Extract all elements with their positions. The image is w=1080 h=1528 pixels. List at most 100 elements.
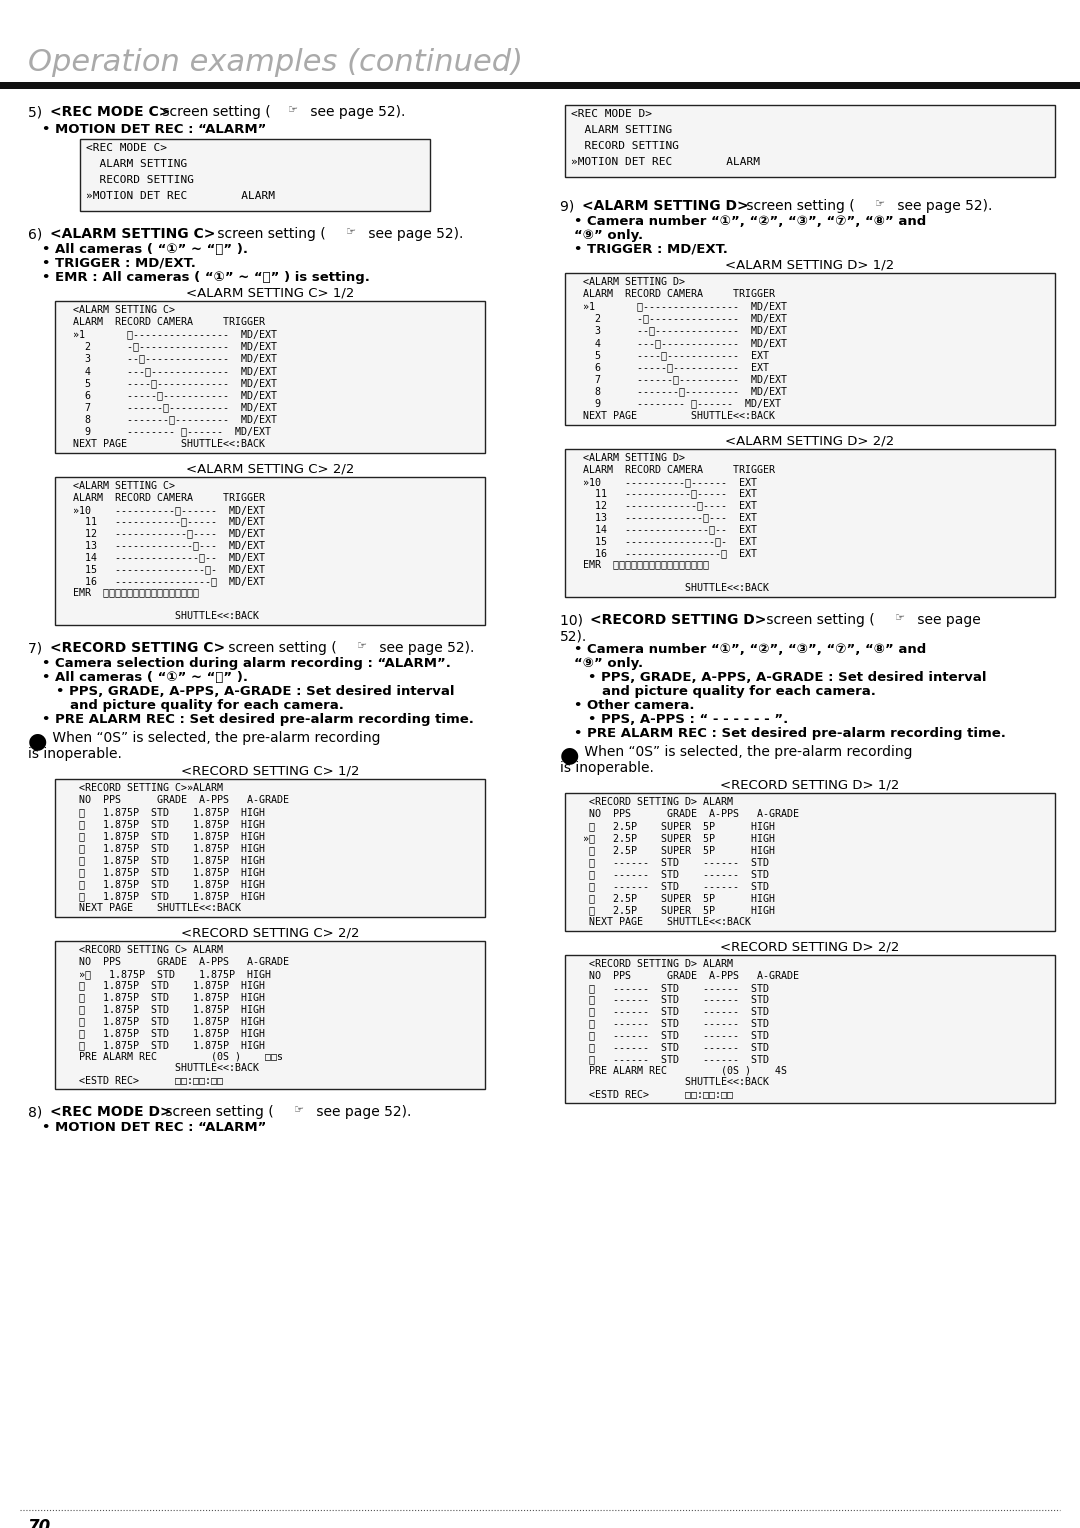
Text: • PRE ALARM REC : Set desired pre-alarm recording time.: • PRE ALARM REC : Set desired pre-alarm … [573, 727, 1005, 740]
Text: ⑧   1.875P  STD    1.875P  HIGH: ⑧ 1.875P STD 1.875P HIGH [60, 891, 265, 902]
Text: <ALARM SETTING C> 2/2: <ALARM SETTING C> 2/2 [186, 463, 354, 477]
Text: <RECORD SETTING C> 2/2: <RECORD SETTING C> 2/2 [180, 927, 360, 940]
Text: 4      ---④-------------  MD/EXT: 4 ---④------------- MD/EXT [60, 365, 276, 376]
Text: 7      ------⑦----------  MD/EXT: 7 ------⑦---------- MD/EXT [60, 402, 276, 413]
Text: SHUTTLE<<:BACK: SHUTTLE<<:BACK [60, 611, 259, 622]
Text: NEXT PAGE         SHUTTLE<<:BACK: NEXT PAGE SHUTTLE<<:BACK [571, 411, 775, 420]
Text: ☞: ☞ [346, 228, 356, 237]
Text: NEXT PAGE    SHUTTLE<<:BACK: NEXT PAGE SHUTTLE<<:BACK [571, 917, 751, 927]
Text: and picture quality for each camera.: and picture quality for each camera. [602, 685, 876, 698]
Text: ⑭   1.875P  STD    1.875P  HIGH: ⑭ 1.875P STD 1.875P HIGH [60, 1028, 265, 1038]
Text: RECORD SETTING: RECORD SETTING [571, 141, 679, 151]
Bar [55, 301, 485, 452]
Text: <ALARM SETTING D>: <ALARM SETTING D> [582, 199, 748, 212]
Text: ALARM SETTING: ALARM SETTING [571, 125, 672, 134]
Text: 52).: 52). [561, 630, 588, 643]
Text: 6): 6) [28, 228, 46, 241]
Text: <RECORD SETTING C> ALARM: <RECORD SETTING C> ALARM [60, 944, 222, 955]
Text: <REC MODE D>: <REC MODE D> [50, 1105, 172, 1118]
Text: 4      ---④-------------  MD/EXT: 4 ---④------------- MD/EXT [571, 338, 787, 348]
Text: 7): 7) [28, 642, 46, 656]
Text: • All cameras ( “①” ~ “⑯” ).: • All cameras ( “①” ~ “⑯” ). [42, 671, 248, 685]
Text: “⑨” only.: “⑨” only. [573, 229, 643, 241]
Text: ⑮   1.875P  STD    1.875P  HIGH: ⑮ 1.875P STD 1.875P HIGH [60, 1039, 265, 1050]
Text: • EMR : All cameras ( “①” ~ “⑯” ) is setting.: • EMR : All cameras ( “①” ~ “⑯” ) is set… [42, 270, 369, 284]
Text: ALARM  RECORD CAMERA     TRIGGER: ALARM RECORD CAMERA TRIGGER [60, 318, 265, 327]
Text: is inoperable.: is inoperable. [28, 747, 122, 761]
Text: ⑨   ------  STD    ------  STD: ⑨ ------ STD ------ STD [571, 995, 769, 1004]
Text: screen setting (: screen setting ( [762, 613, 879, 626]
Text: • TRIGGER : MD/EXT.: • TRIGGER : MD/EXT. [42, 257, 195, 270]
Text: 5      ----⑤------------  MD/EXT: 5 ----⑤------------ MD/EXT [60, 377, 276, 388]
Text: ⑥   1.875P  STD    1.875P  HIGH: ⑥ 1.875P STD 1.875P HIGH [60, 866, 265, 877]
Text: see page 52).: see page 52). [312, 1105, 411, 1118]
Text: screen setting (: screen setting ( [158, 105, 275, 119]
Text: <ALARM SETTING C>: <ALARM SETTING C> [60, 306, 175, 315]
Text: see page 52).: see page 52). [364, 228, 463, 241]
Text: 70: 70 [28, 1517, 51, 1528]
Text: • TRIGGER : MD/EXT.: • TRIGGER : MD/EXT. [573, 243, 728, 257]
Text: ☞: ☞ [357, 642, 367, 651]
Text: ④   ------  STD    ------  STD: ④ ------ STD ------ STD [571, 857, 769, 866]
Text: <RECORD SETTING C>»ALARM: <RECORD SETTING C>»ALARM [60, 782, 222, 793]
Bar [565, 793, 1055, 931]
Text: »10    ----------⑩------  MD/EXT: »10 ----------⑩------ MD/EXT [60, 504, 265, 515]
Bar [0, 83, 1080, 89]
Text: see page 52).: see page 52). [893, 199, 993, 212]
Text: When “0S” is selected, the pre-alarm recording: When “0S” is selected, the pre-alarm rec… [580, 746, 913, 759]
Text: ⑮   ------  STD    ------  STD: ⑮ ------ STD ------ STD [571, 1054, 769, 1063]
Text: • Other camera.: • Other camera. [573, 698, 694, 712]
Text: »1       ①----------------  MD/EXT: »1 ①---------------- MD/EXT [571, 301, 787, 312]
Text: 14   --------------⑭--  MD/EXT: 14 --------------⑭-- MD/EXT [60, 552, 265, 562]
Text: 8      -------⑧---------  MD/EXT: 8 -------⑧--------- MD/EXT [571, 387, 787, 396]
Bar [565, 955, 1055, 1103]
Text: »10    ----------⑩------  EXT: »10 ----------⑩------ EXT [571, 477, 757, 487]
Text: “⑨” only.: “⑨” only. [573, 657, 643, 669]
Text: ①   1.875P  STD    1.875P  HIGH: ① 1.875P STD 1.875P HIGH [60, 807, 265, 817]
Bar [565, 449, 1055, 597]
Text: <ALARM SETTING D> 1/2: <ALARM SETTING D> 1/2 [726, 260, 894, 272]
Text: see page 52).: see page 52). [306, 105, 405, 119]
Text: EMR  ①②③④⑤⑥⑦⑧⑨⑩⑪⑫⑬⑭⑮⑯: EMR ①②③④⑤⑥⑦⑧⑨⑩⑪⑫⑬⑭⑮⑯ [571, 559, 708, 570]
Text: and picture quality for each camera.: and picture quality for each camera. [70, 698, 343, 712]
Text: 12   ------------⑫----  MD/EXT: 12 ------------⑫---- MD/EXT [60, 529, 265, 538]
Text: screen setting (: screen setting ( [213, 228, 330, 241]
Text: <RECORD SETTING D> ALARM: <RECORD SETTING D> ALARM [571, 960, 733, 969]
Text: ①   2.5P    SUPER  5P      HIGH: ① 2.5P SUPER 5P HIGH [571, 821, 775, 831]
Text: 3      --③--------------  MD/EXT: 3 --③-------------- MD/EXT [571, 325, 787, 336]
Text: ALARM  RECORD CAMERA     TRIGGER: ALARM RECORD CAMERA TRIGGER [571, 289, 775, 299]
Text: <RECORD SETTING D> 1/2: <RECORD SETTING D> 1/2 [720, 779, 900, 792]
Text: ③   2.5P    SUPER  5P      HIGH: ③ 2.5P SUPER 5P HIGH [571, 845, 775, 856]
Text: screen setting (: screen setting ( [161, 1105, 279, 1118]
Text: »MOTION DET REC        ALARM: »MOTION DET REC ALARM [571, 157, 760, 167]
Text: <ESTD REC>      □□:□□:□□: <ESTD REC> □□:□□:□□ [571, 1089, 733, 1099]
Text: 9): 9) [561, 199, 579, 212]
Text: 14   --------------⑭--  EXT: 14 --------------⑭-- EXT [571, 524, 757, 535]
Text: NEXT PAGE    SHUTTLE<<:BACK: NEXT PAGE SHUTTLE<<:BACK [60, 903, 241, 914]
Text: <ALARM SETTING C> 1/2: <ALARM SETTING C> 1/2 [186, 287, 354, 299]
Text: • Camera number “①”, “②”, “③”, “⑦”, “⑧” and: • Camera number “①”, “②”, “③”, “⑦”, “⑧” … [573, 215, 927, 228]
Text: 9      -------- ⑨------  MD/EXT: 9 -------- ⑨------ MD/EXT [60, 426, 271, 437]
Text: ⑦   1.875P  STD    1.875P  HIGH: ⑦ 1.875P STD 1.875P HIGH [60, 879, 265, 889]
Text: ④   1.875P  STD    1.875P  HIGH: ④ 1.875P STD 1.875P HIGH [60, 843, 265, 853]
Text: NEXT PAGE         SHUTTLE<<:BACK: NEXT PAGE SHUTTLE<<:BACK [60, 439, 265, 449]
Text: ⑬   ------  STD    ------  STD: ⑬ ------ STD ------ STD [571, 1042, 769, 1051]
Text: SHUTTLE<<:BACK: SHUTTLE<<:BACK [60, 1063, 259, 1073]
Text: 3      --③--------------  MD/EXT: 3 --③-------------- MD/EXT [60, 353, 276, 364]
Text: ☞: ☞ [288, 105, 298, 115]
Text: see page 52).: see page 52). [375, 642, 474, 656]
Text: PRE ALARM REC         (0S )    □□s: PRE ALARM REC (0S ) □□s [60, 1051, 283, 1062]
Text: ②   1.875P  STD    1.875P  HIGH: ② 1.875P STD 1.875P HIGH [60, 819, 265, 830]
Text: <ALARM SETTING C>: <ALARM SETTING C> [50, 228, 215, 241]
Text: ⑦   2.5P    SUPER  5P      HIGH: ⑦ 2.5P SUPER 5P HIGH [571, 892, 775, 903]
Bar [55, 941, 485, 1089]
Text: ⑧   ------  STD    ------  STD: ⑧ ------ STD ------ STD [571, 983, 769, 993]
Text: ☞: ☞ [875, 199, 885, 209]
Text: Operation examples (continued): Operation examples (continued) [28, 47, 523, 76]
Text: <REC MODE C>: <REC MODE C> [50, 105, 171, 119]
Text: ALARM SETTING: ALARM SETTING [86, 159, 187, 170]
Bar [55, 477, 485, 625]
Text: ●: ● [28, 730, 48, 750]
Text: is inoperable.: is inoperable. [561, 761, 653, 775]
Text: ⑫   ------  STD    ------  STD: ⑫ ------ STD ------ STD [571, 1030, 769, 1041]
